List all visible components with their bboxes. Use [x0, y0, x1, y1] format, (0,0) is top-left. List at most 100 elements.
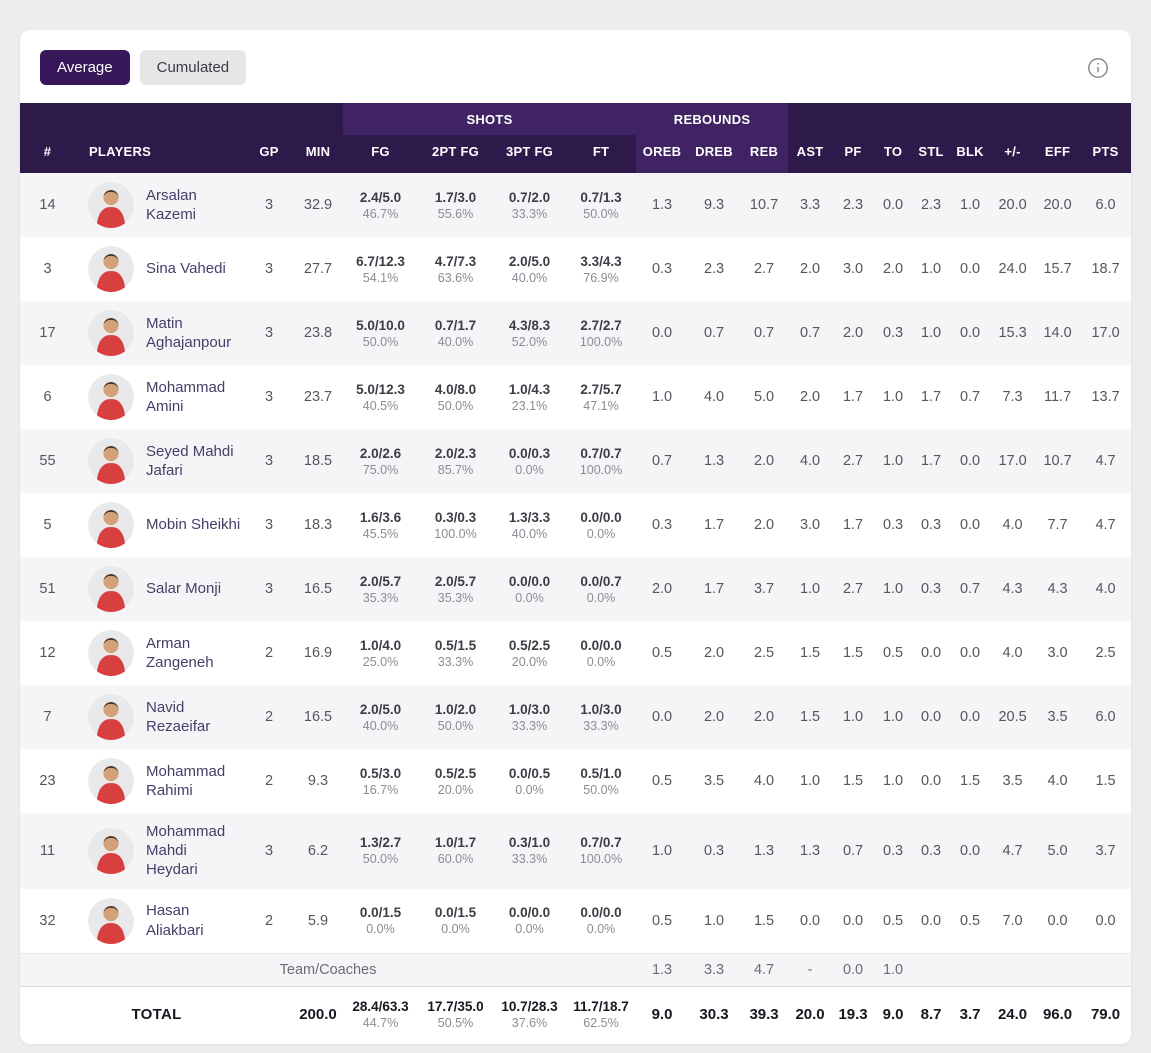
player-name[interactable]: Mohammad Rahimi: [146, 762, 226, 799]
player-ast: 1.0: [799, 773, 821, 789]
player-eff: 5.0: [1047, 842, 1068, 859]
player-ast: 1.0: [799, 581, 821, 597]
player-pts: 4.7: [1095, 517, 1116, 533]
player-3ptfg: 0.3/1.0 33.3%: [508, 835, 551, 867]
col-header-3ptfg: 3PT FG: [493, 135, 566, 173]
player-blk: 0.5: [959, 912, 981, 929]
player-2ptfg: 1.0/1.7 60.0%: [434, 835, 477, 867]
team-dreb: 3.3: [703, 961, 725, 978]
cumulated-tab[interactable]: Cumulated: [139, 50, 247, 85]
player-name[interactable]: Seyed Mahdi Jafari: [146, 442, 234, 479]
total-dreb: 30.3: [699, 1005, 729, 1023]
player-fg: 1.6/3.6 45.5%: [359, 509, 402, 541]
player-eff: 0.0: [1047, 912, 1068, 929]
stats-card: Average Cumulated SHOTS REBOUNDS: [20, 30, 1131, 1044]
player-name[interactable]: Salar Monji: [146, 580, 222, 598]
total-ft: 11.7/18.7 62.5%: [573, 998, 629, 1030]
player-oreb: 0.0: [651, 709, 673, 725]
player-number: 6: [43, 389, 52, 405]
player-reb: 2.0: [753, 517, 775, 533]
player-stl: 0.3: [920, 517, 942, 533]
player-blk: 1.5: [959, 773, 981, 789]
player-cell: Mohammad Mahdi Heydari: [75, 813, 245, 889]
player-2ptfg: 0.0/1.5 0.0%: [434, 905, 477, 937]
player-gp: 3: [264, 261, 274, 277]
player-cell: Mobin Sheikhi: [75, 493, 245, 557]
player-name[interactable]: Mobin Sheikhi: [146, 516, 241, 534]
info-icon[interactable]: [1087, 57, 1109, 79]
player-name[interactable]: Sina Vahedi: [146, 260, 226, 278]
player-to: 0.5: [882, 912, 904, 929]
player-stl: 1.0: [920, 325, 942, 341]
player-name[interactable]: Hasan Aliakbari: [146, 902, 204, 939]
player-ast: 0.0: [799, 912, 821, 929]
player-blk: 0.7: [959, 389, 981, 405]
total-blk: 3.7: [959, 1005, 981, 1023]
player-avatar: [88, 630, 134, 676]
player-avatar: [88, 827, 134, 874]
player-oreb: 0.3: [651, 517, 673, 533]
player-stl: 0.0: [920, 709, 942, 725]
player-3ptfg: 0.5/2.5 20.0%: [508, 637, 551, 669]
player-plusminus: 17.0: [998, 453, 1027, 469]
player-oreb: 0.7: [651, 453, 673, 469]
table-row: 32 Hasan Aliakbari 2 5.9 0.0/1.5 0.0% 0.0…: [20, 889, 1131, 954]
player-name[interactable]: Arsalan Kazemi: [146, 186, 197, 223]
player-oreb: 0.5: [651, 645, 673, 661]
player-oreb: 2.0: [651, 581, 673, 597]
player-oreb: 0.0: [651, 325, 673, 341]
player-3ptfg: 0.0/0.0 0.0%: [508, 573, 551, 605]
player-pts: 1.5: [1095, 773, 1116, 789]
player-min: 16.5: [303, 709, 333, 725]
player-pf: 1.0: [842, 709, 864, 725]
col-header-stl: STL: [912, 135, 951, 173]
player-stl: 1.7: [920, 389, 942, 405]
player-stl: 0.0: [920, 773, 942, 789]
player-name[interactable]: Mohammad Amini: [146, 378, 226, 415]
player-blk: 0.0: [959, 842, 981, 859]
player-to: 1.0: [882, 581, 904, 597]
player-avatar: [88, 502, 134, 548]
player-name[interactable]: Arman Zangeneh: [146, 634, 214, 671]
player-reb: 2.0: [753, 709, 775, 725]
player-stl: 1.0: [920, 261, 942, 277]
player-3ptfg: 4.3/8.3 52.0%: [508, 317, 551, 349]
table-row: 17 Matin Aghajanpour 3 23.8 5.0/10.0 50.0…: [20, 301, 1131, 365]
player-name[interactable]: Matin Aghajanpour: [146, 314, 232, 351]
player-name[interactable]: Mohammad Mahdi Heydari: [146, 823, 226, 879]
player-number: 12: [39, 645, 56, 661]
player-cell: Arsalan Kazemi: [75, 173, 245, 237]
player-eff: 15.7: [1043, 261, 1072, 277]
player-ft: 0.7/1.3 50.0%: [580, 189, 622, 221]
player-avatar: [88, 566, 134, 612]
player-oreb: 1.3: [651, 197, 673, 213]
table-row: 55 Seyed Mahdi Jafari 3 18.5 2.0/2.6 75.0…: [20, 429, 1131, 493]
player-dreb: 0.3: [703, 842, 725, 859]
player-pts: 6.0: [1095, 709, 1116, 725]
col-header-fg: FG: [343, 135, 418, 173]
player-gp: 3: [264, 842, 274, 859]
player-reb: 2.7: [753, 261, 775, 277]
col-header-gp: GP: [245, 135, 293, 173]
toolbar: Average Cumulated: [20, 30, 1131, 103]
player-cell: Mohammad Amini: [75, 365, 245, 429]
col-header-to: TO: [874, 135, 913, 173]
total-oreb: 9.0: [651, 1005, 673, 1023]
col-header-number: #: [20, 135, 75, 173]
player-number: 51: [39, 581, 56, 597]
player-3ptfg: 0.0/0.5 0.0%: [508, 765, 551, 797]
player-ft: 2.7/2.7 100.0%: [579, 317, 623, 349]
col-header-pf: PF: [832, 135, 875, 173]
average-tab[interactable]: Average: [40, 50, 130, 85]
total-stl: 8.7: [920, 1005, 942, 1023]
player-oreb: 0.5: [651, 773, 673, 789]
group-spacer-left: [20, 103, 343, 135]
col-header-reb: REB: [740, 135, 789, 173]
player-plusminus: 20.5: [998, 709, 1027, 725]
player-min: 32.9: [303, 197, 333, 213]
player-avatar: [88, 694, 134, 740]
player-eff: 14.0: [1043, 325, 1072, 341]
player-pf: 2.0: [842, 325, 864, 341]
player-name[interactable]: Navid Rezaeifar: [146, 698, 211, 735]
player-stl: 0.0: [920, 645, 942, 661]
